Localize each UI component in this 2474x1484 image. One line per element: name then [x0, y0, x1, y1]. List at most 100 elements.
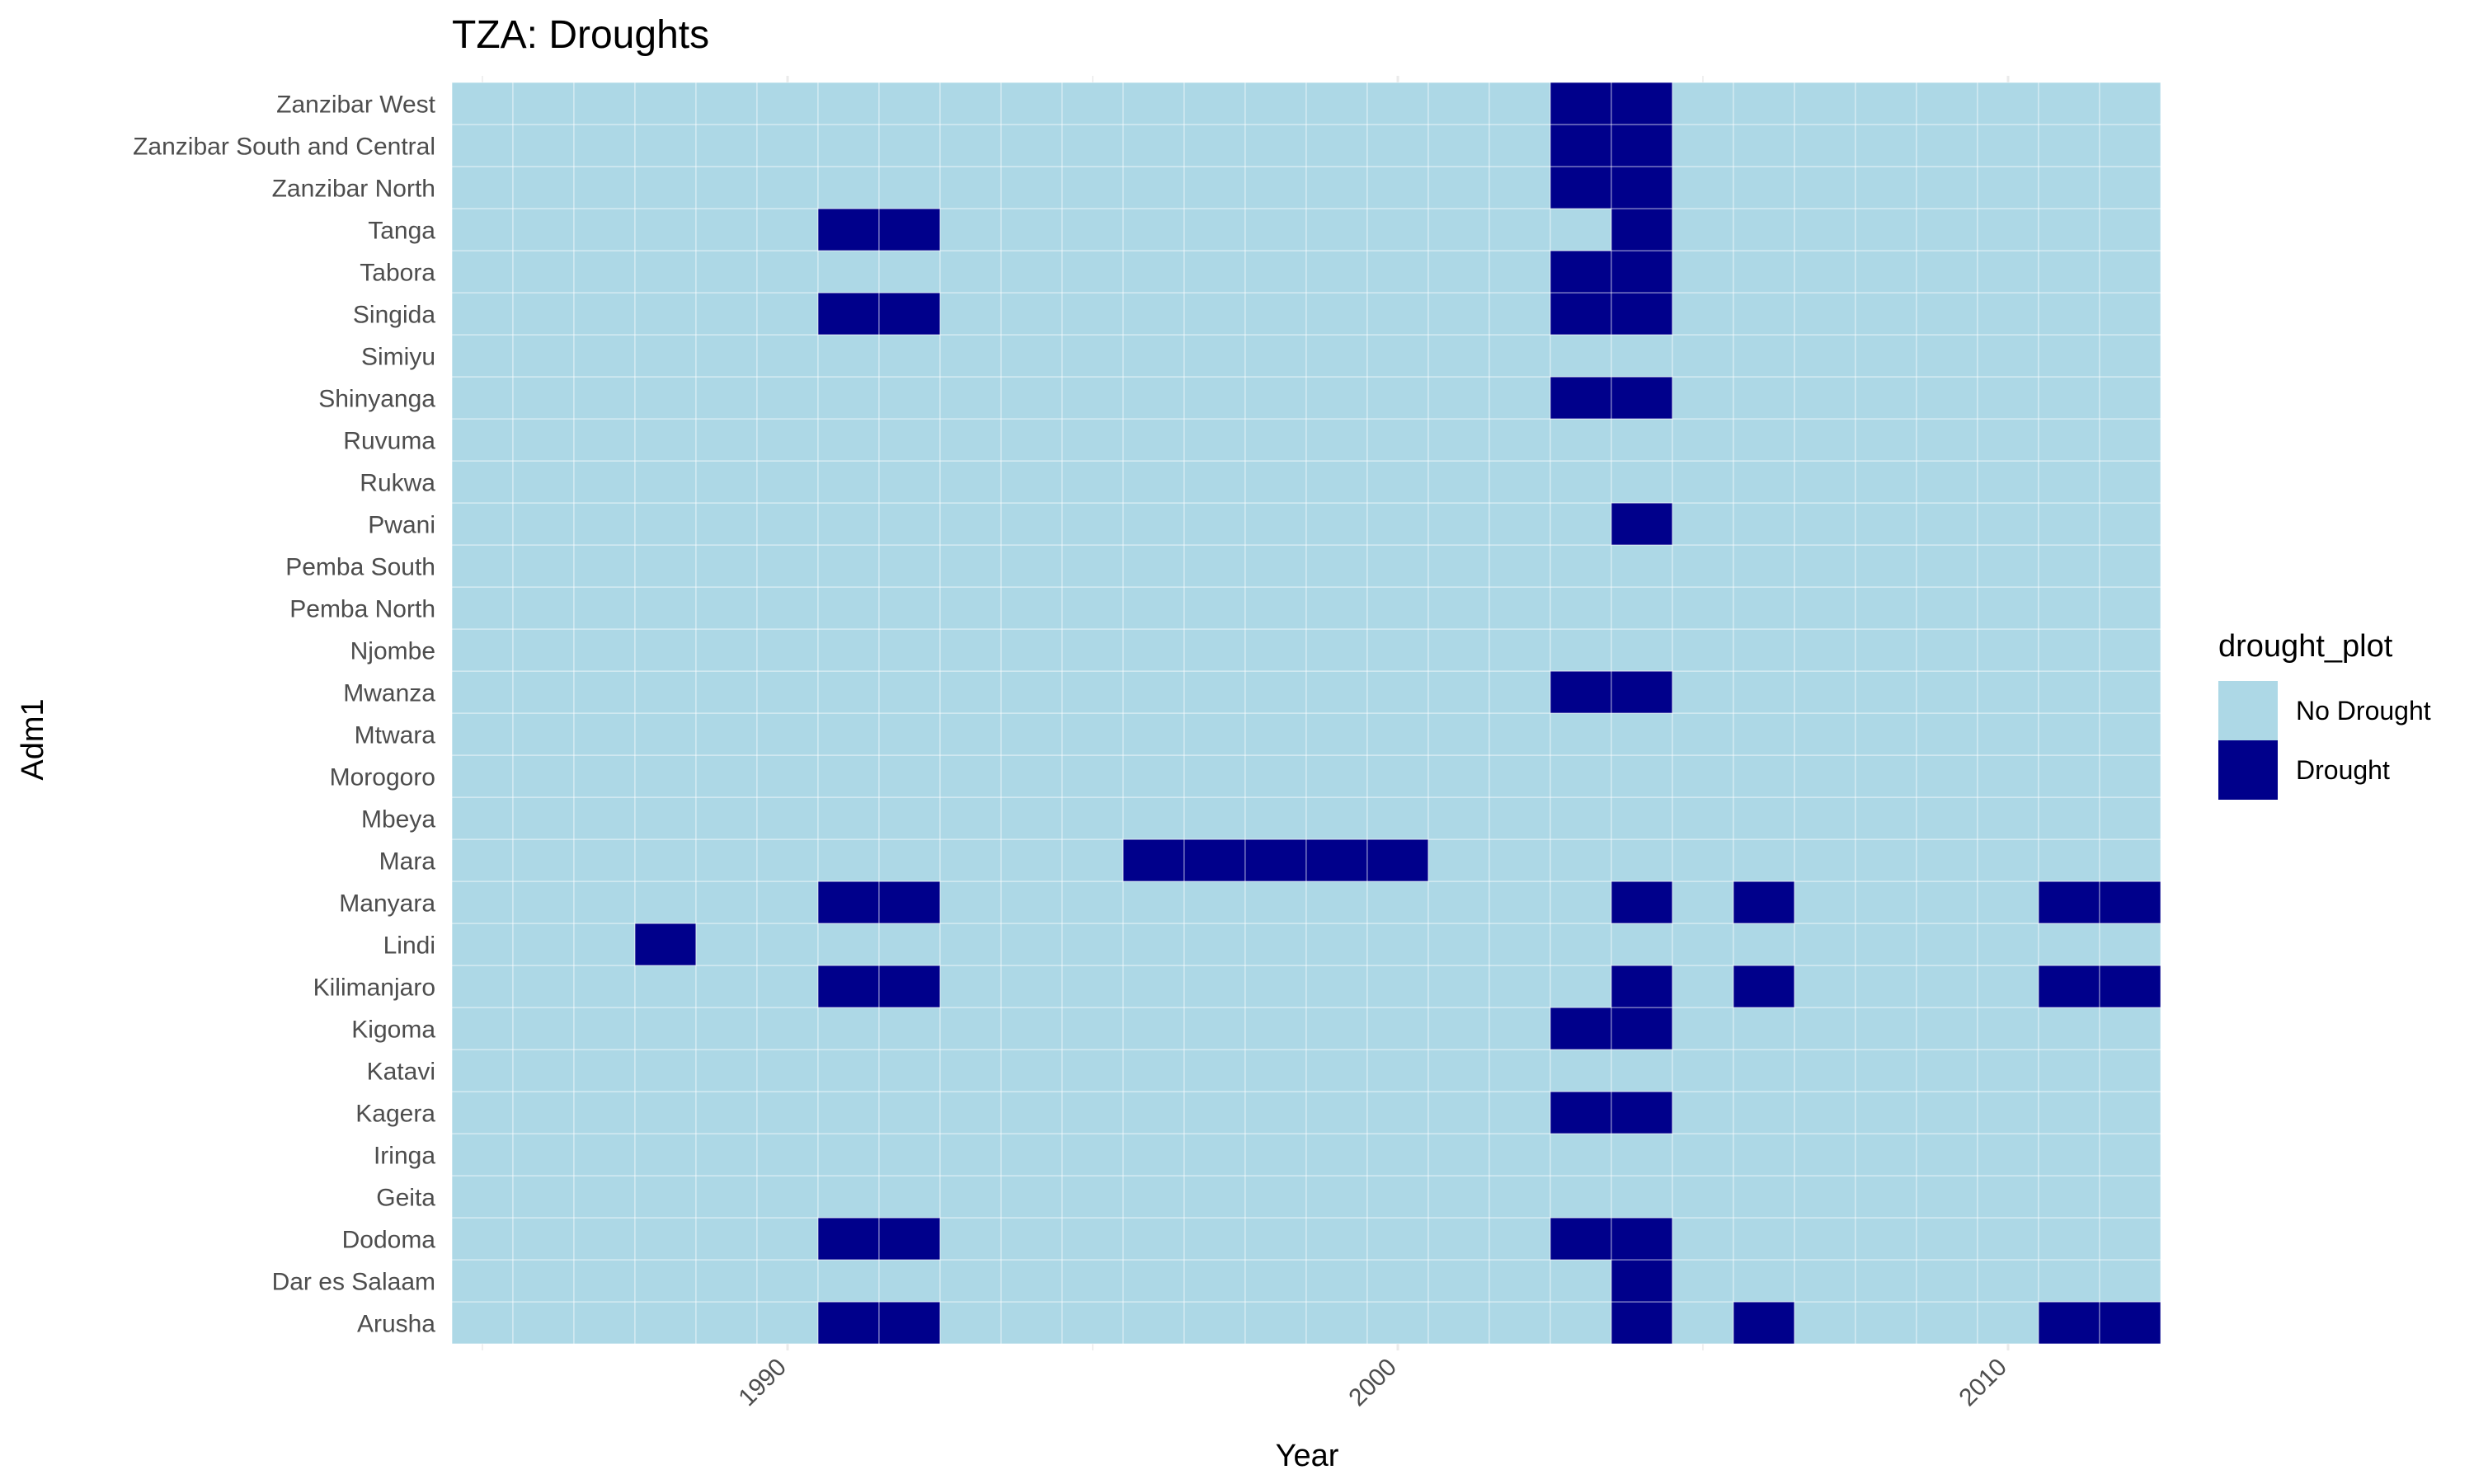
- tile-no-drought: [1183, 208, 1246, 251]
- tile-no-drought: [1733, 796, 1795, 840]
- tile-no-drought: [1000, 1049, 1063, 1092]
- tile-no-drought: [1000, 1007, 1063, 1050]
- tile-no-drought: [634, 1007, 697, 1050]
- tile-no-drought: [1916, 754, 1978, 798]
- tile-no-drought: [573, 838, 636, 882]
- tile-no-drought: [939, 334, 1002, 378]
- tile-no-drought: [1977, 166, 2039, 209]
- tile-no-drought: [1672, 1301, 1734, 1345]
- tile-drought: [878, 1301, 941, 1345]
- tile-no-drought: [1122, 881, 1185, 924]
- tile-no-drought: [695, 1007, 758, 1050]
- tile-no-drought: [1733, 1091, 1795, 1134]
- tile-no-drought: [1183, 82, 1246, 125]
- tile-no-drought: [1794, 1091, 1856, 1134]
- tile-no-drought: [1916, 544, 1978, 588]
- tile-no-drought: [1916, 628, 1978, 672]
- tile-no-drought: [451, 754, 514, 798]
- tile-no-drought: [1794, 670, 1856, 714]
- tile-no-drought: [1489, 923, 1551, 966]
- tile-drought: [2038, 1301, 2100, 1345]
- tile-no-drought: [1855, 208, 1917, 251]
- tile-no-drought: [573, 1259, 636, 1303]
- tile-no-drought: [634, 460, 697, 504]
- tile-no-drought: [1122, 166, 1185, 209]
- tile-no-drought: [634, 1301, 697, 1345]
- tile-no-drought: [1672, 712, 1734, 756]
- tile-drought: [1366, 838, 1429, 882]
- tile-no-drought: [817, 82, 880, 125]
- tile-no-drought: [878, 1049, 941, 1092]
- tile-no-drought: [451, 1301, 514, 1345]
- tile-no-drought: [1550, 1133, 1612, 1176]
- tile-no-drought: [1611, 923, 1673, 966]
- x-tick-label: 1990: [733, 1354, 792, 1412]
- tile-no-drought: [1916, 502, 1978, 546]
- tile-no-drought: [1489, 124, 1551, 167]
- tile-no-drought: [1855, 250, 1917, 294]
- tile-no-drought: [1000, 1133, 1063, 1176]
- tile-no-drought: [512, 670, 575, 714]
- tile-no-drought: [1244, 923, 1307, 966]
- tile-no-drought: [1733, 923, 1795, 966]
- tile-no-drought: [1550, 586, 1612, 630]
- tile-no-drought: [695, 586, 758, 630]
- tile-no-drought: [817, 1175, 880, 1219]
- tile-no-drought: [1427, 334, 1490, 378]
- tile-no-drought: [1611, 754, 1673, 798]
- tile-no-drought: [512, 124, 575, 167]
- tile-no-drought: [756, 376, 819, 420]
- tile-no-drought: [1061, 1259, 1124, 1303]
- tile-no-drought: [1427, 1217, 1490, 1261]
- tile-no-drought: [1305, 712, 1368, 756]
- tile-no-drought: [1794, 586, 1856, 630]
- tile-no-drought: [1550, 418, 1612, 462]
- tile-no-drought: [451, 1217, 514, 1261]
- tile-no-drought: [1183, 1091, 1246, 1134]
- tile-no-drought: [512, 544, 575, 588]
- tile-no-drought: [1183, 1259, 1246, 1303]
- tile-no-drought: [1244, 292, 1307, 336]
- tile-no-drought: [1916, 1217, 1978, 1261]
- tile-no-drought: [817, 250, 880, 294]
- tile-no-drought: [1000, 250, 1063, 294]
- tile-no-drought: [1305, 544, 1368, 588]
- tile-no-drought: [1733, 754, 1795, 798]
- legend-label: Drought: [2296, 755, 2390, 785]
- tile-no-drought: [1000, 754, 1063, 798]
- tile-no-drought: [573, 502, 636, 546]
- tile-no-drought: [512, 965, 575, 1008]
- tile-no-drought: [1122, 1007, 1185, 1050]
- tile-no-drought: [1489, 796, 1551, 840]
- tile-no-drought: [1794, 544, 1856, 588]
- tile-drought: [1611, 208, 1673, 251]
- tile-no-drought: [939, 208, 1002, 251]
- tile-no-drought: [1916, 1301, 1978, 1345]
- tile-no-drought: [939, 670, 1002, 714]
- tile-no-drought: [451, 1259, 514, 1303]
- tile-no-drought: [1916, 881, 1978, 924]
- tile-no-drought: [1427, 460, 1490, 504]
- tile-no-drought: [2038, 1007, 2100, 1050]
- tile-no-drought: [939, 586, 1002, 630]
- tile-no-drought: [1366, 923, 1429, 966]
- tile-no-drought: [1366, 1175, 1429, 1219]
- tile-no-drought: [634, 965, 697, 1008]
- tile-layer: [451, 82, 2161, 1345]
- tile-no-drought: [1489, 712, 1551, 756]
- tile-no-drought: [817, 376, 880, 420]
- tile-no-drought: [817, 712, 880, 756]
- tile-no-drought: [1061, 418, 1124, 462]
- tile-no-drought: [1183, 586, 1246, 630]
- tile-no-drought: [1733, 334, 1795, 378]
- tile-no-drought: [634, 1049, 697, 1092]
- tile-no-drought: [1794, 1175, 1856, 1219]
- tile-no-drought: [1550, 628, 1612, 672]
- tile-no-drought: [1244, 544, 1307, 588]
- tile-no-drought: [817, 923, 880, 966]
- tile-no-drought: [1366, 965, 1429, 1008]
- tile-no-drought: [2099, 1217, 2161, 1261]
- tile-no-drought: [1977, 1007, 2039, 1050]
- tile-no-drought: [2038, 838, 2100, 882]
- tile-drought: [817, 1301, 880, 1345]
